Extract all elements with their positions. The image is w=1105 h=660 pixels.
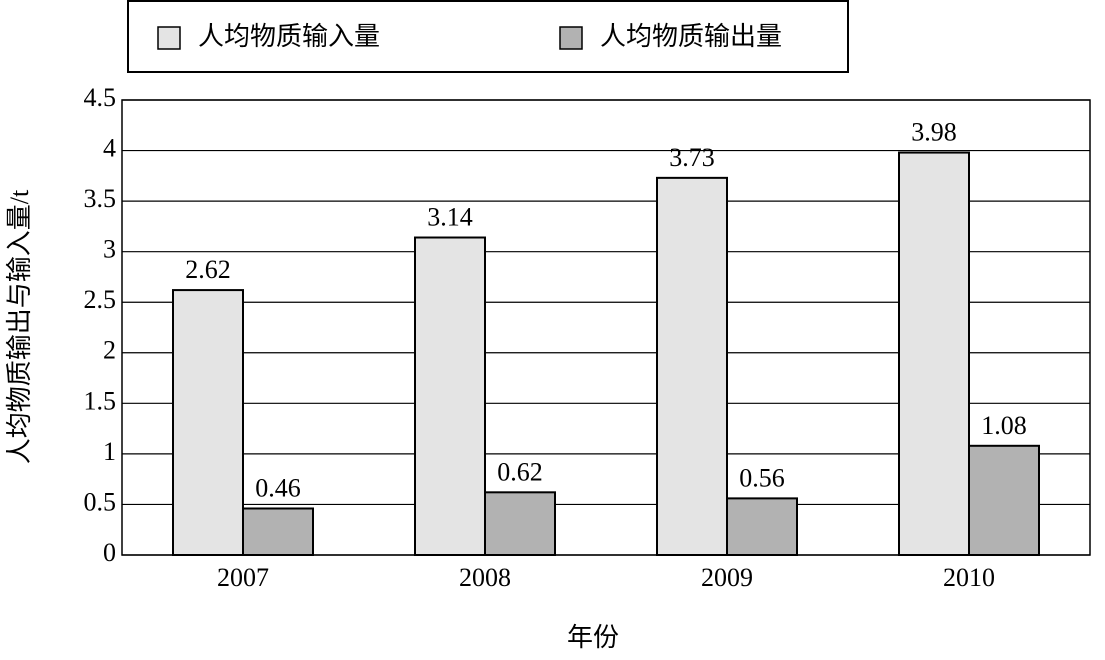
- plot-frame: [121, 99, 1091, 556]
- x-tick-label: 2010: [943, 563, 995, 592]
- x-tick-label: 2007: [217, 563, 269, 592]
- y-tick-label: 0.5: [84, 487, 117, 516]
- y-tick-label: 3.5: [84, 184, 117, 213]
- y-tick-label: 2.5: [84, 285, 117, 314]
- data-label: 0.56: [739, 463, 785, 492]
- legend-label: 人均物质输入量: [198, 22, 380, 51]
- x-tick-label: 2009: [701, 563, 753, 592]
- data-label: 3.98: [911, 118, 957, 147]
- x-tick-label: 2008: [459, 563, 511, 592]
- data-label: 0.62: [497, 457, 543, 486]
- bar: [656, 176, 728, 556]
- bar: [172, 289, 244, 556]
- bar: [726, 497, 798, 556]
- x-axis-label: 年份: [567, 623, 619, 652]
- data-label: 3.14: [427, 202, 473, 231]
- y-tick-label: 1: [103, 437, 116, 466]
- y-tick-label: 4.5: [84, 83, 117, 112]
- bar: [968, 444, 1040, 556]
- y-axis-label: 人均物质输出与输入量/t: [5, 189, 34, 464]
- bar: [898, 151, 970, 556]
- y-tick-label: 3: [103, 235, 116, 264]
- y-tick-label: 2: [103, 336, 116, 365]
- legend-box: [127, 0, 849, 73]
- bar: [414, 236, 486, 556]
- data-label: 1.08: [981, 411, 1027, 440]
- bar: [484, 491, 556, 556]
- y-tick-label: 4: [103, 134, 116, 163]
- legend-swatch: [559, 26, 583, 50]
- y-tick-label: 0: [103, 538, 116, 567]
- legend-label: 人均物质输出量: [600, 22, 782, 51]
- data-label: 3.73: [669, 143, 715, 172]
- y-tick-label: 1.5: [84, 386, 117, 415]
- data-label: 2.62: [185, 255, 231, 284]
- data-label: 0.46: [255, 473, 301, 502]
- legend-swatch: [157, 26, 181, 50]
- bar: [242, 507, 314, 557]
